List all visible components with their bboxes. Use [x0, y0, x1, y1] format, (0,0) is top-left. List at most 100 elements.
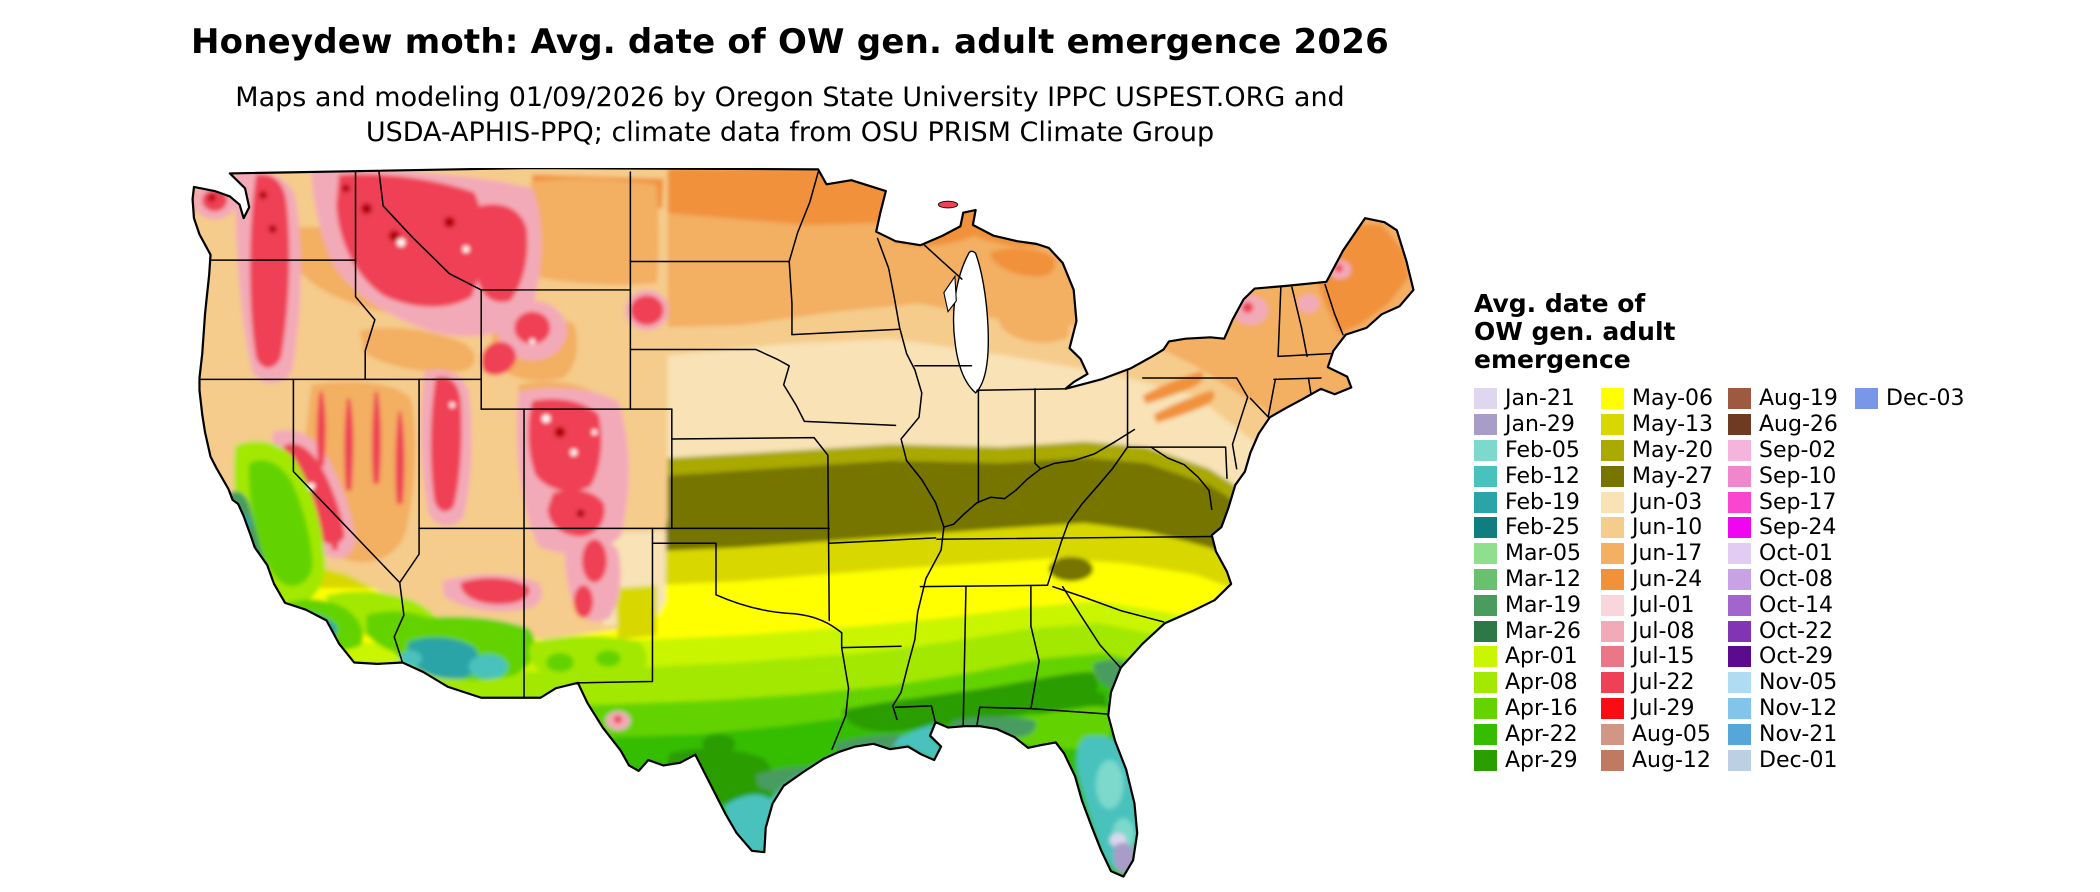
legend-entry: Apr-01: [1474, 644, 1601, 670]
legend-entry: Aug-05: [1601, 721, 1728, 747]
legend-entry-label: Oct-01: [1759, 541, 1833, 567]
legend-entry-label: Oct-22: [1759, 618, 1833, 644]
legend-entry: Sep-24: [1728, 515, 1855, 541]
legend-entry: Jul-08: [1601, 618, 1728, 644]
subtitle-line-2: USDA-APHIS-PPQ; climate data from OSU PR…: [365, 117, 1215, 148]
legend-entry: Jul-15: [1601, 644, 1728, 670]
legend-entry-label: May-06: [1632, 386, 1714, 412]
legend-color-swatch: [1728, 723, 1751, 745]
legend-color-swatch: [1728, 568, 1751, 590]
legend-entry-label: Mar-26: [1505, 618, 1582, 644]
legend-color-swatch: [1601, 517, 1624, 539]
legend-entry-label: Dec-01: [1759, 747, 1838, 773]
legend-entry-label: Oct-08: [1759, 566, 1833, 592]
legend-entry-label: Feb-19: [1505, 489, 1580, 515]
legend-entry-label: Aug-05: [1632, 721, 1711, 747]
legend-title: Avg. date of OW gen. adult emergence: [1474, 290, 1982, 374]
legend-entry-label: Sep-24: [1759, 515, 1837, 541]
legend-entry: Jul-29: [1601, 696, 1728, 722]
legend-entry-label: Aug-12: [1632, 747, 1711, 773]
legend-entry-label: Apr-16: [1505, 695, 1578, 721]
legend-color-swatch: [1474, 414, 1497, 436]
legend-color-swatch: [1474, 543, 1497, 565]
legend-color-swatch: [1474, 439, 1497, 461]
legend-entry: May-27: [1601, 463, 1728, 489]
legend-entry: Nov-05: [1728, 670, 1855, 696]
legend-entry-label: Jul-22: [1632, 670, 1695, 696]
legend-entry: Sep-02: [1728, 438, 1855, 464]
legend-entry-label: Oct-29: [1759, 644, 1833, 670]
legend-entry: Jun-17: [1601, 541, 1728, 567]
legend-entry-label: Sep-17: [1759, 489, 1837, 515]
legend-column: May-06 May-13 May-20 May-27 Jun-03 Jun-10 Jun-…: [1601, 386, 1728, 773]
legend-color-swatch: [1601, 388, 1624, 410]
legend-entry: Jul-01: [1601, 592, 1728, 618]
legend-entry-label: Sep-02: [1759, 437, 1837, 463]
legend-column: Dec-03: [1855, 386, 1982, 412]
legend-entry: Sep-17: [1728, 489, 1855, 515]
legend-color-swatch: [1728, 388, 1751, 410]
legend-entry-label: Aug-26: [1759, 412, 1838, 438]
legend-color-swatch: [1474, 672, 1497, 694]
legend-color-swatch: [1728, 620, 1751, 642]
legend-title-line-3: emergence: [1474, 345, 1631, 374]
legend-entry-label: Apr-08: [1505, 670, 1578, 696]
legend-entry-label: Jul-15: [1632, 644, 1695, 670]
legend-entry: Jan-29: [1474, 412, 1601, 438]
legend-entry-label: Jul-29: [1632, 695, 1695, 721]
legend-entry-label: Nov-12: [1759, 695, 1838, 721]
legend-color-swatch: [1728, 543, 1751, 565]
legend-entry: Jan-21: [1474, 386, 1601, 412]
legend-entry: Sep-10: [1728, 463, 1855, 489]
us-map-svg: [191, 168, 1415, 878]
legend-entry-label: Sep-10: [1759, 463, 1837, 489]
legend-color-swatch: [1474, 620, 1497, 642]
legend-entry-label: Mar-19: [1505, 592, 1582, 618]
legend-color-swatch: [1728, 672, 1751, 694]
legend-entry: Aug-26: [1728, 412, 1855, 438]
legend-color-swatch: [1601, 414, 1624, 436]
legend-entry: Mar-19: [1474, 592, 1601, 618]
legend-entry-label: Apr-29: [1505, 747, 1578, 773]
legend-color-swatch: [1728, 697, 1751, 719]
legend-color-swatch: [1601, 465, 1624, 487]
legend-color-swatch: [1601, 749, 1624, 771]
legend-entry: Feb-25: [1474, 515, 1601, 541]
legend-color-swatch: [1601, 723, 1624, 745]
legend-entry: Aug-19: [1728, 386, 1855, 412]
legend-entry-label: Apr-22: [1505, 721, 1578, 747]
legend-entry: May-13: [1601, 412, 1728, 438]
legend-entry: May-06: [1601, 386, 1728, 412]
state-borders: [198, 171, 1344, 750]
map-legend: Avg. date of OW gen. adult emergence Jan…: [1474, 290, 1982, 773]
legend-color-swatch: [1601, 594, 1624, 616]
legend-color-swatch: [1474, 646, 1497, 668]
legend-entry-label: Mar-05: [1505, 541, 1582, 567]
great-lakes: [943, 250, 990, 394]
legend-color-swatch: [1474, 697, 1497, 719]
legend-entry-label: Jul-08: [1632, 618, 1695, 644]
legend-entry: Feb-12: [1474, 463, 1601, 489]
legend-color-swatch: [1728, 465, 1751, 487]
legend-color-swatch: [1474, 749, 1497, 771]
us-outline: [191, 168, 1415, 878]
legend-color-swatch: [1728, 517, 1751, 539]
legend-entry: Oct-14: [1728, 592, 1855, 618]
legend-entry-label: May-13: [1632, 412, 1714, 438]
us-phenology-map: [118, 168, 1430, 882]
legend-title-line-2: OW gen. adult: [1474, 317, 1676, 346]
legend-title-line-1: Avg. date of: [1474, 289, 1646, 318]
legend-entry-label: Mar-12: [1505, 566, 1582, 592]
legend-color-swatch: [1601, 697, 1624, 719]
legend-entry: Apr-29: [1474, 747, 1601, 773]
legend-color-swatch: [1601, 646, 1624, 668]
legend-column: Aug-19 Aug-26 Sep-02 Sep-10 Sep-17 Sep-24 Oct-…: [1728, 386, 1855, 773]
legend-entry: Nov-12: [1728, 696, 1855, 722]
legend-entry: Oct-22: [1728, 618, 1855, 644]
isle-royale: [937, 200, 959, 209]
legend-entry: Feb-05: [1474, 438, 1601, 464]
legend-color-swatch: [1601, 672, 1624, 694]
legend-entry: Apr-08: [1474, 670, 1601, 696]
legend-color-swatch: [1855, 388, 1878, 410]
legend-entry: Jun-24: [1601, 567, 1728, 593]
